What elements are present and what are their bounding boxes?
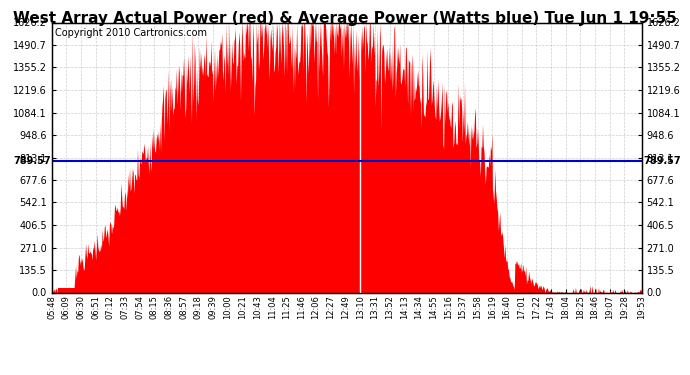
- Text: 789.57: 789.57: [13, 156, 50, 166]
- Text: West Array Actual Power (red) & Average Power (Watts blue) Tue Jun 1 19:55: West Array Actual Power (red) & Average …: [13, 11, 677, 26]
- Text: Copyright 2010 Cartronics.com: Copyright 2010 Cartronics.com: [55, 28, 207, 38]
- Text: 789.57: 789.57: [643, 156, 680, 166]
